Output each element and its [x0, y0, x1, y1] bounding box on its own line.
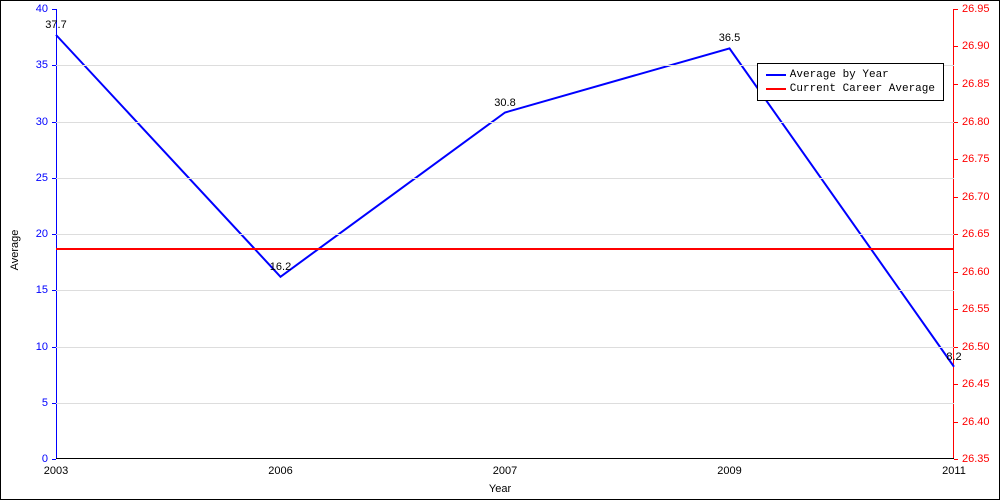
tick-mark [52, 178, 56, 179]
tick-mark [954, 197, 958, 198]
data-point-label: 36.5 [719, 32, 740, 44]
tick-mark [954, 46, 958, 47]
x-tick: 2003 [44, 465, 68, 477]
legend-item: Average by Year [766, 68, 935, 82]
legend-swatch [766, 74, 786, 76]
tick-mark [954, 9, 958, 10]
data-point-label: 37.7 [45, 19, 66, 31]
gridline [56, 403, 954, 404]
tick-mark [954, 234, 958, 235]
y-tick-right: 26.45 [962, 378, 990, 390]
y-tick-left: 0 [42, 453, 48, 465]
gridline [56, 234, 954, 235]
gridline [56, 347, 954, 348]
tick-mark [52, 234, 56, 235]
legend-swatch [766, 88, 786, 90]
x-tick: 2009 [717, 465, 741, 477]
x-tick: 2006 [268, 465, 292, 477]
data-point-label: 8.2 [946, 351, 961, 363]
legend-item: Current Career Average [766, 82, 935, 96]
y-tick-right: 26.65 [962, 228, 990, 240]
tick-mark [52, 65, 56, 66]
tick-mark [954, 422, 958, 423]
legend-label: Average by Year [790, 68, 889, 82]
y-tick-left: 35 [36, 59, 48, 71]
y-tick-right: 26.75 [962, 153, 990, 165]
tick-mark [52, 9, 56, 10]
tick-mark [954, 272, 958, 273]
tick-mark [954, 84, 958, 85]
tick-mark [52, 403, 56, 404]
y-tick-left: 15 [36, 284, 48, 296]
x-axis-label: Year [489, 483, 511, 495]
y-tick-left: 40 [36, 3, 48, 15]
y-tick-right: 26.50 [962, 341, 990, 353]
tick-mark [52, 459, 56, 460]
tick-mark [954, 384, 958, 385]
y-tick-right: 26.35 [962, 453, 990, 465]
tick-mark [52, 347, 56, 348]
y-tick-right: 26.95 [962, 3, 990, 15]
y-tick-right: 26.40 [962, 416, 990, 428]
y-tick-left: 10 [36, 341, 48, 353]
y-tick-left: 20 [36, 228, 48, 240]
data-point-label: 16.2 [270, 261, 291, 273]
y-axis-label: Average [9, 230, 21, 271]
tick-mark [52, 290, 56, 291]
tick-mark [954, 347, 958, 348]
legend: Average by Year Current Career Average [757, 63, 944, 101]
y-tick-right: 26.55 [962, 303, 990, 315]
chart-container: Average Year 0 5 10 15 20 25 30 35 40 26.35 26.40 2… [0, 0, 1000, 500]
tick-mark [954, 309, 958, 310]
y-tick-left: 30 [36, 116, 48, 128]
y-tick-left: 25 [36, 172, 48, 184]
tick-mark [954, 122, 958, 123]
gridline [56, 290, 954, 291]
data-point-label: 30.8 [494, 97, 515, 109]
gridline [56, 178, 954, 179]
y-tick-right: 26.70 [962, 191, 990, 203]
tick-mark [52, 122, 56, 123]
gridline [56, 122, 954, 123]
x-tick: 2011 [942, 465, 966, 477]
y-tick-right: 26.60 [962, 266, 990, 278]
y-tick-right: 26.85 [962, 78, 990, 90]
legend-label: Current Career Average [790, 82, 935, 96]
y-tick-right: 26.90 [962, 40, 990, 52]
y-tick-right: 26.80 [962, 116, 990, 128]
y-tick-left: 5 [42, 397, 48, 409]
tick-mark [954, 459, 958, 460]
tick-mark [954, 159, 958, 160]
x-tick: 2007 [493, 465, 517, 477]
